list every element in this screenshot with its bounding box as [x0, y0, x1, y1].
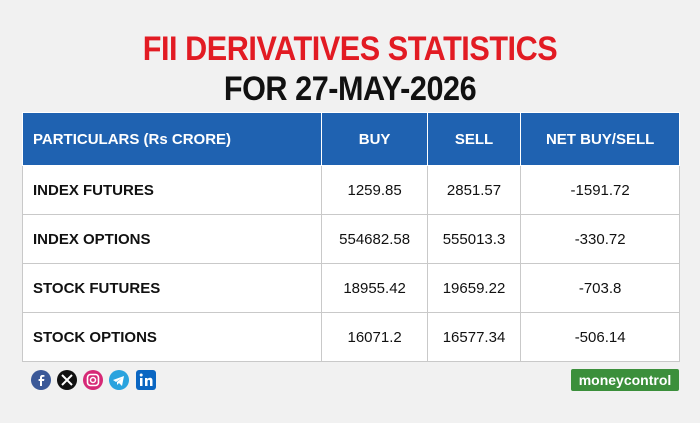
brand-logo: moneycontrol — [571, 369, 679, 391]
cell: -506.14 — [520, 312, 680, 362]
cell: 2851.57 — [426, 165, 522, 215]
instagram-glyph — [86, 373, 100, 387]
cell: 554682.58 — [321, 214, 428, 264]
linkedin-glyph — [140, 378, 143, 386]
stats-table: PARTICULARS (Rs CRORE) BUY SELL NET BUY/SEL… — [21, 112, 680, 362]
facebook-glyph — [38, 375, 45, 386]
linkedin-glyph — [139, 373, 143, 377]
linkedin-glyph — [145, 377, 153, 386]
column-header: PARTICULARS (Rs CRORE) — [21, 112, 323, 166]
table-row: STOCK FUTURES 18955.42 19659.22 -703.8 — [21, 263, 680, 313]
table-head: PARTICULARS (Rs CRORE) BUY SELL NET BUY/SEL… — [21, 112, 680, 166]
row-label: STOCK OPTIONS — [21, 312, 323, 362]
cell: -703.8 — [520, 263, 680, 313]
cell: 16577.34 — [426, 312, 522, 362]
cell: -1591.72 — [520, 165, 680, 215]
cell: 16071.2 — [321, 312, 428, 362]
table-body: INDEX FUTURES 1259.85 2851.57 -1591.72 INDEX… — [21, 165, 680, 362]
cell: 1259.85 — [321, 165, 428, 215]
subtitle: FOR 27-MAY-2026 — [223, 70, 477, 108]
column-header: SELL — [426, 112, 522, 166]
column-header: BUY — [321, 112, 428, 166]
table-row: INDEX OPTIONS 554682.58 555013.3 -330.72 — [21, 214, 680, 264]
cell: 19659.22 — [426, 263, 522, 313]
instagram-icon[interactable] — [83, 370, 103, 390]
cell: -330.72 — [520, 214, 680, 264]
row-label: INDEX FUTURES — [21, 165, 323, 215]
table-row: STOCK OPTIONS 16071.2 16577.34 -506.14 — [21, 312, 680, 362]
cell: 555013.3 — [426, 214, 522, 264]
telegram-glyph — [113, 376, 124, 386]
cell: 18955.42 — [321, 263, 428, 313]
column-header: NET BUY/SELL — [520, 112, 680, 166]
x-glyph — [61, 374, 73, 386]
title: FII DERIVATIVES STATISTICS — [142, 30, 558, 68]
row-label: INDEX OPTIONS — [21, 214, 323, 264]
row-label: STOCK FUTURES — [21, 263, 323, 313]
header-row: PARTICULARS (Rs CRORE) BUY SELL NET BUY/SEL… — [21, 112, 680, 166]
table-row: INDEX FUTURES 1259.85 2851.57 -1591.72 — [21, 165, 680, 215]
instagram-glyph — [89, 376, 97, 384]
social-icons — [31, 370, 156, 390]
